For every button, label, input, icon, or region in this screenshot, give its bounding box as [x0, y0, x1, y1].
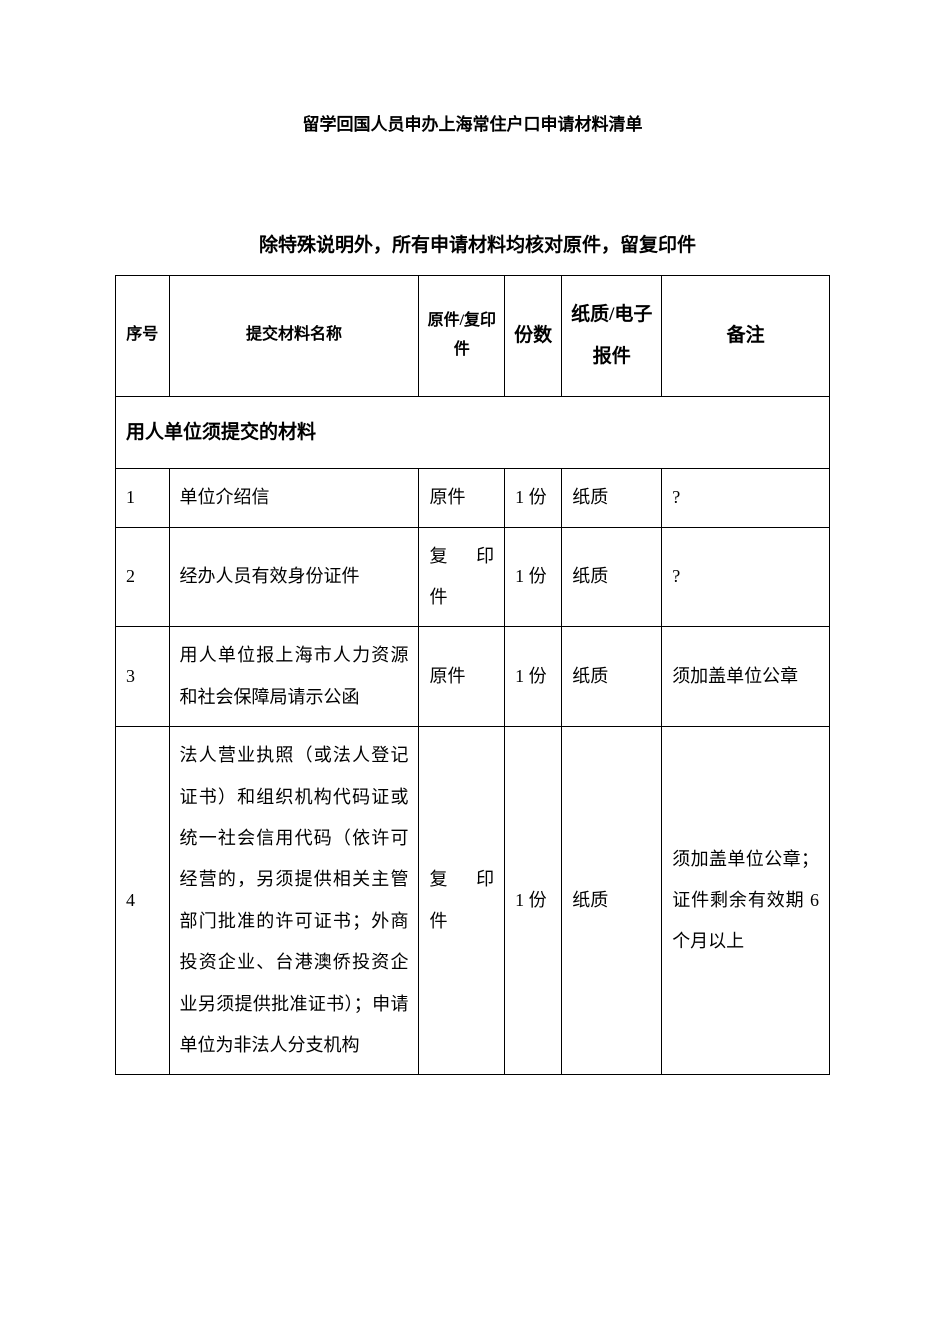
cell-fmt: 纸质	[562, 727, 662, 1075]
cell-name: 用人单位报上海市人力资源和社会保障局请示公函	[169, 627, 419, 727]
cell-name: 法人营业执照（或法人登记证书）和组织机构代码证或统一社会信用代码（依许可经营的，…	[169, 727, 419, 1075]
cell-qty: 1 份	[505, 527, 562, 627]
header-orig: 原件/复印件	[419, 276, 505, 397]
cell-seq: 3	[116, 627, 170, 727]
cell-orig: 原件	[419, 627, 505, 727]
materials-table: 序号 提交材料名称 原件/复印件 份数 纸质/电子报件 备注 用人单位须提交的材…	[115, 275, 830, 1075]
table-header-row: 序号 提交材料名称 原件/复印件 份数 纸质/电子报件 备注	[116, 276, 830, 397]
section-header: 用人单位须提交的材料	[116, 396, 830, 469]
cell-seq: 4	[116, 727, 170, 1075]
header-name: 提交材料名称	[169, 276, 419, 397]
header-fmt: 纸质/电子报件	[562, 276, 662, 397]
cell-fmt: 纸质	[562, 627, 662, 727]
header-note: 备注	[662, 276, 830, 397]
cell-qty: 1 份	[505, 469, 562, 527]
cell-qty: 1 份	[505, 627, 562, 727]
table-row: 3 用人单位报上海市人力资源和社会保障局请示公函 原件 1 份 纸质 须加盖单位…	[116, 627, 830, 727]
cell-fmt: 纸质	[562, 527, 662, 627]
cell-orig: 原件	[419, 469, 505, 527]
cell-seq: 2	[116, 527, 170, 627]
table-row: 1 单位介绍信 原件 1 份 纸质 ?	[116, 469, 830, 527]
cell-note: 须加盖单位公章；证件剩余有效期 6 个月以上	[662, 727, 830, 1075]
cell-seq: 1	[116, 469, 170, 527]
table-row: 2 经办人员有效身份证件 复 印件 1 份 纸质 ?	[116, 527, 830, 627]
header-qty: 份数	[505, 276, 562, 397]
document-title: 留学回国人员申办上海常住户口申请材料清单	[115, 110, 830, 135]
document-subtitle: 除特殊说明外，所有申请材料均核对原件，留复印件	[115, 230, 830, 257]
cell-orig: 复 印件	[419, 527, 505, 627]
cell-name: 单位介绍信	[169, 469, 419, 527]
cell-fmt: 纸质	[562, 469, 662, 527]
cell-orig: 复 印件	[419, 727, 505, 1075]
header-seq: 序号	[116, 276, 170, 397]
table-row: 4 法人营业执照（或法人登记证书）和组织机构代码证或统一社会信用代码（依许可经营…	[116, 727, 830, 1075]
section-header-row: 用人单位须提交的材料	[116, 396, 830, 469]
cell-note: ?	[662, 469, 830, 527]
cell-qty: 1 份	[505, 727, 562, 1075]
cell-note: 须加盖单位公章	[662, 627, 830, 727]
cell-note: ?	[662, 527, 830, 627]
cell-name: 经办人员有效身份证件	[169, 527, 419, 627]
